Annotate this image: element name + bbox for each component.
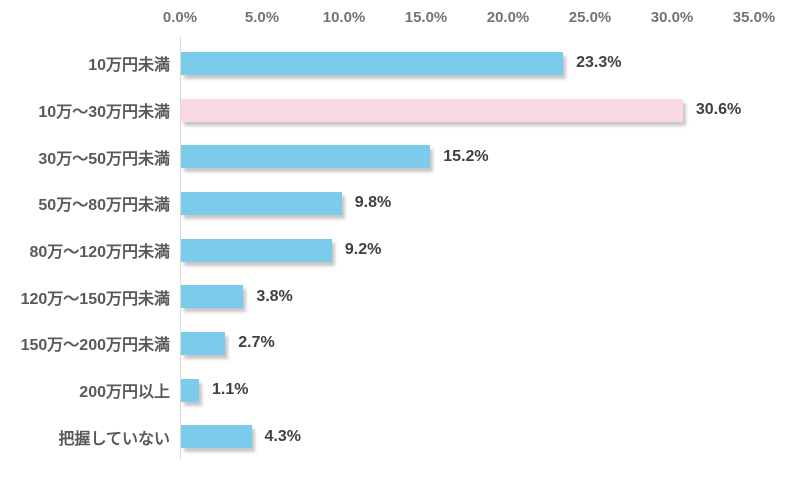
bar-row: 4.3% <box>181 413 755 460</box>
value-label: 23.3% <box>576 54 622 72</box>
bar <box>181 285 244 309</box>
bar <box>181 331 226 355</box>
bar-row: 30.6% <box>181 87 755 134</box>
bar-row: 2.7% <box>181 320 755 367</box>
category-label: 120万〜150万円未満 <box>20 290 170 308</box>
category-label: 10万円未満 <box>88 57 170 75</box>
y-axis-baseline <box>180 36 181 460</box>
value-label: 2.7% <box>238 334 275 352</box>
x-tick-label: 5.0% <box>244 9 280 26</box>
category-label: 80万〜120万円未満 <box>29 244 171 262</box>
bar <box>181 425 252 449</box>
category-label: 把握していない <box>58 430 170 448</box>
bar-row: 1.1% <box>181 367 755 414</box>
bar-row: 15.2% <box>181 133 755 180</box>
bar-row: 3.8% <box>181 273 755 320</box>
category-labels: 10万円未満 10万〜30万円未満 30万〜50万円未満 50万〜80万円未満 80万〜… <box>0 40 170 460</box>
value-label: 4.3% <box>264 427 301 445</box>
bar-row: 9.2% <box>181 227 755 274</box>
value-label: 15.2% <box>443 147 489 165</box>
category-label: 30万〜50万円未満 <box>38 150 170 168</box>
category-label: 150万〜200万円未満 <box>20 337 170 355</box>
x-tick-label: 10.0% <box>322 9 366 26</box>
bar <box>181 191 342 215</box>
bar-highlighted <box>181 98 683 122</box>
bar-row: 9.8% <box>181 180 755 227</box>
x-tick-label: 20.0% <box>486 9 530 26</box>
x-axis-tick-labels: 0.0% 5.0% 10.0% 15.0% 20.0% 25.0% 30.0% 35.0% <box>0 6 800 30</box>
x-tick-label: 35.0% <box>732 9 776 26</box>
value-label: 3.8% <box>256 287 293 305</box>
bar <box>181 51 564 75</box>
category-label: 200万円以上 <box>79 384 170 402</box>
plot-area: 23.3% 30.6% 15.2% 9.8% 9.2% 3.8% 2.7% 1.1% 4.3% <box>181 40 755 460</box>
value-label: 30.6% <box>695 101 742 118</box>
x-tick-label: 15.0% <box>404 9 448 26</box>
value-label: 9.2% <box>344 241 382 259</box>
bar <box>181 145 431 169</box>
x-tick-label: 25.0% <box>568 9 612 26</box>
x-tick-label: 30.0% <box>650 9 694 26</box>
value-label: 9.8% <box>354 194 392 212</box>
bar <box>181 378 200 402</box>
category-label: 10万〜30万円未満 <box>38 104 170 121</box>
category-label: 50万〜80万円未満 <box>38 197 170 215</box>
bar <box>181 238 332 262</box>
bar-row: 23.3% <box>181 40 755 87</box>
x-tick-label: 0.0% <box>162 9 198 26</box>
value-label: 1.1% <box>212 381 249 399</box>
